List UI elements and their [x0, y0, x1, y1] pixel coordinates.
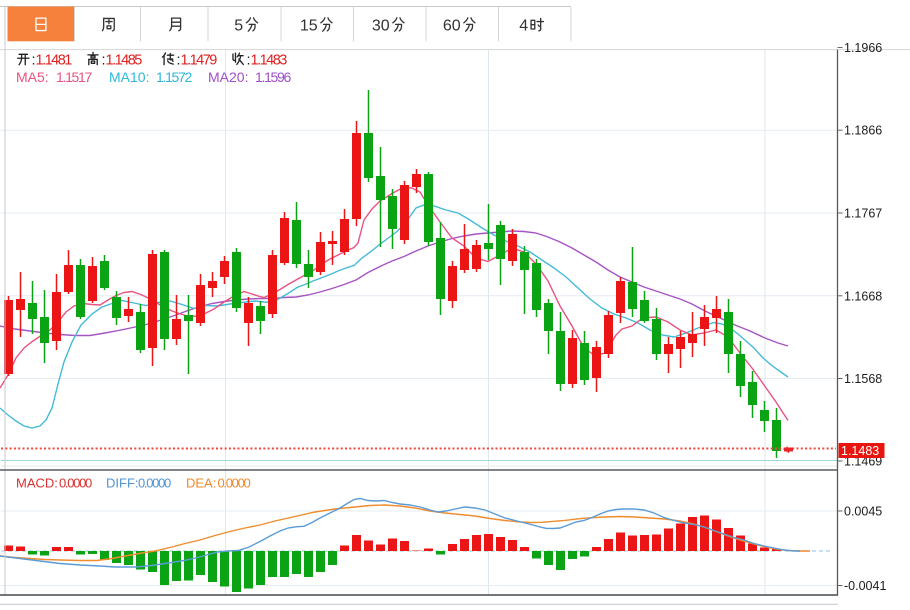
svg-text::: : [177, 53, 181, 69]
svg-text:1.1485: 1.1485 [106, 53, 143, 69]
svg-text:MA20:: MA20: [208, 69, 248, 85]
svg-text:0.0000: 0.0000 [138, 476, 171, 491]
svg-text:DIFF:: DIFF: [106, 476, 139, 491]
svg-text:1.1668: 1.1668 [844, 289, 882, 303]
svg-text:1.1568: 1.1568 [844, 372, 882, 386]
svg-text:0.0000: 0.0000 [59, 476, 92, 491]
svg-text:1.1866: 1.1866 [844, 124, 882, 138]
svg-text:60: 60 [443, 17, 461, 34]
svg-text:5: 5 [234, 17, 243, 34]
svg-text:1.1517: 1.1517 [56, 69, 93, 85]
svg-text::: : [102, 53, 106, 69]
svg-text::: : [32, 53, 36, 69]
svg-text:1.1572: 1.1572 [156, 69, 193, 85]
svg-text:1.1596: 1.1596 [255, 69, 292, 85]
svg-text:-0.0041: -0.0041 [844, 579, 886, 593]
svg-text:1.1483: 1.1483 [841, 444, 879, 458]
svg-text:DEA:: DEA: [186, 476, 216, 491]
svg-text:1.1479: 1.1479 [181, 53, 218, 69]
svg-text::: : [247, 53, 251, 69]
svg-text:1.1767: 1.1767 [844, 207, 882, 221]
svg-text:MA10:: MA10: [109, 69, 149, 85]
svg-text:1.1966: 1.1966 [844, 41, 882, 55]
svg-text:1.1481: 1.1481 [36, 53, 73, 69]
svg-text:0.0045: 0.0045 [844, 505, 882, 519]
svg-text:MACD:: MACD: [16, 476, 58, 491]
svg-text:15: 15 [300, 17, 318, 34]
svg-text:4: 4 [519, 17, 528, 34]
svg-text:0.0000: 0.0000 [218, 476, 251, 491]
svg-text:MA5:: MA5: [16, 69, 49, 85]
svg-text:1.1483: 1.1483 [251, 53, 288, 69]
svg-text:30: 30 [372, 17, 390, 34]
